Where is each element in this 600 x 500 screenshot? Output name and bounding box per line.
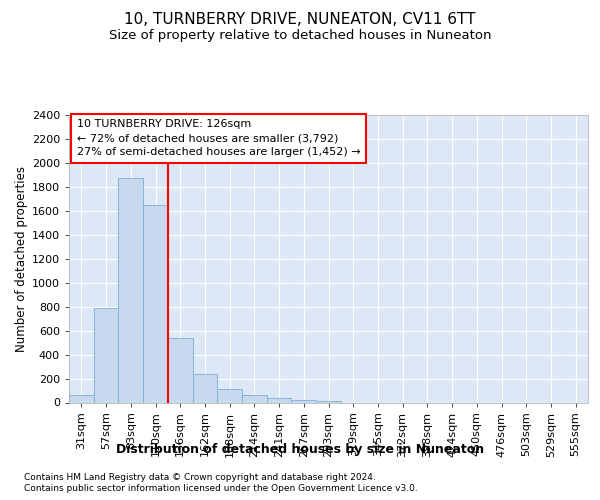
Bar <box>193 374 217 402</box>
Bar <box>143 205 168 402</box>
Bar <box>69 396 94 402</box>
Y-axis label: Number of detached properties: Number of detached properties <box>14 166 28 352</box>
Bar <box>316 400 341 402</box>
Text: Size of property relative to detached houses in Nuneaton: Size of property relative to detached ho… <box>109 29 491 42</box>
Text: Distribution of detached houses by size in Nuneaton: Distribution of detached houses by size … <box>116 442 484 456</box>
Bar <box>292 400 316 402</box>
Bar <box>267 398 292 402</box>
Text: 10, TURNBERRY DRIVE, NUNEATON, CV11 6TT: 10, TURNBERRY DRIVE, NUNEATON, CV11 6TT <box>124 12 476 28</box>
Bar <box>242 396 267 402</box>
Text: 10 TURNBERRY DRIVE: 126sqm
← 72% of detached houses are smaller (3,792)
27% of s: 10 TURNBERRY DRIVE: 126sqm ← 72% of deta… <box>77 120 361 158</box>
Text: Contains HM Land Registry data © Crown copyright and database right 2024.: Contains HM Land Registry data © Crown c… <box>24 472 376 482</box>
Bar <box>118 178 143 402</box>
Text: Contains public sector information licensed under the Open Government Licence v3: Contains public sector information licen… <box>24 484 418 493</box>
Bar <box>94 308 118 402</box>
Bar <box>217 390 242 402</box>
Bar <box>168 338 193 402</box>
